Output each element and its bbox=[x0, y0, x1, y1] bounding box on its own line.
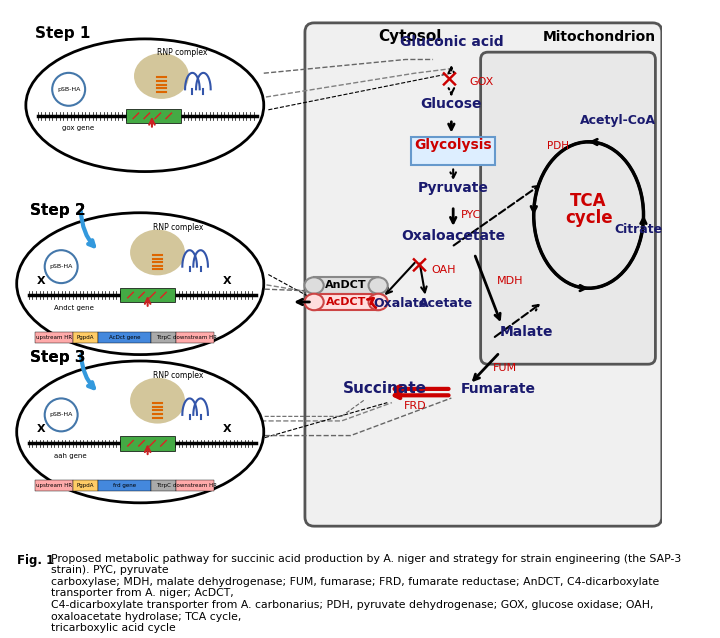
Ellipse shape bbox=[534, 142, 644, 288]
FancyBboxPatch shape bbox=[305, 23, 662, 526]
Text: AcDct gene: AcDct gene bbox=[109, 335, 140, 340]
Text: pSB-HA: pSB-HA bbox=[50, 264, 73, 269]
Bar bbox=[73, 480, 98, 491]
Text: gox gene: gox gene bbox=[61, 126, 94, 131]
Text: X: X bbox=[222, 424, 231, 434]
Ellipse shape bbox=[17, 212, 264, 355]
Text: Fumarate: Fumarate bbox=[461, 382, 536, 396]
Text: Oxalate: Oxalate bbox=[374, 297, 428, 309]
Circle shape bbox=[45, 398, 78, 431]
Ellipse shape bbox=[305, 278, 324, 293]
Text: Step 2: Step 2 bbox=[30, 203, 86, 218]
Circle shape bbox=[53, 73, 85, 106]
Text: AnDCT: AnDCT bbox=[325, 281, 367, 290]
Text: TCA: TCA bbox=[570, 192, 607, 211]
Ellipse shape bbox=[130, 378, 185, 424]
FancyBboxPatch shape bbox=[314, 293, 378, 310]
Text: GOX: GOX bbox=[469, 77, 494, 87]
Ellipse shape bbox=[134, 53, 189, 99]
Text: PDH: PDH bbox=[546, 141, 569, 151]
Text: Oxaloacetate: Oxaloacetate bbox=[401, 229, 505, 242]
Text: upstream HR: upstream HR bbox=[36, 484, 72, 488]
Text: Gluconic acid: Gluconic acid bbox=[400, 34, 503, 48]
Circle shape bbox=[45, 250, 78, 283]
Bar bbox=[150, 480, 176, 491]
Bar bbox=[73, 332, 98, 343]
Text: Mitochondrion: Mitochondrion bbox=[543, 30, 656, 44]
Text: pSB-HA: pSB-HA bbox=[57, 87, 81, 92]
Text: FUM: FUM bbox=[492, 362, 517, 373]
Text: upstream HR: upstream HR bbox=[36, 335, 72, 340]
Text: Fig. 1: Fig. 1 bbox=[17, 554, 54, 567]
Ellipse shape bbox=[130, 230, 185, 276]
Text: Acetate: Acetate bbox=[419, 297, 474, 309]
FancyBboxPatch shape bbox=[411, 137, 495, 165]
Text: pSB-HA: pSB-HA bbox=[50, 412, 73, 417]
Text: RNP complex: RNP complex bbox=[153, 371, 203, 380]
Text: ✕: ✕ bbox=[439, 68, 460, 93]
Text: ✕: ✕ bbox=[409, 255, 430, 279]
Bar bbox=[176, 480, 214, 491]
Text: Step 3: Step 3 bbox=[30, 350, 86, 366]
Ellipse shape bbox=[369, 278, 388, 293]
Text: PgpdA: PgpdA bbox=[77, 335, 94, 340]
Ellipse shape bbox=[17, 361, 264, 503]
Text: PYC: PYC bbox=[461, 210, 481, 219]
Bar bbox=[176, 332, 214, 343]
Text: Proposed metabolic pathway for succinic acid production by A. niger and strategy: Proposed metabolic pathway for succinic … bbox=[50, 554, 681, 633]
Text: Step 1: Step 1 bbox=[35, 26, 91, 41]
Text: RNP complex: RNP complex bbox=[153, 223, 203, 232]
Ellipse shape bbox=[26, 39, 264, 172]
Bar bbox=[120, 288, 176, 302]
Text: X: X bbox=[222, 276, 231, 286]
Bar bbox=[150, 332, 176, 343]
Text: X: X bbox=[37, 424, 45, 434]
Text: TtrpC: TtrpC bbox=[156, 335, 171, 340]
Text: downstream HR: downstream HR bbox=[173, 484, 217, 488]
Bar bbox=[35, 480, 73, 491]
Text: RNP complex: RNP complex bbox=[157, 48, 207, 57]
Text: MDH: MDH bbox=[497, 276, 523, 286]
Text: Step 3: Step 3 bbox=[30, 350, 86, 366]
Text: AcDCT: AcDCT bbox=[326, 297, 366, 307]
Text: FRD: FRD bbox=[403, 401, 426, 411]
Text: Acetyl-CoA: Acetyl-CoA bbox=[580, 114, 655, 126]
Text: Step 2: Step 2 bbox=[30, 203, 86, 218]
Bar bbox=[126, 108, 181, 123]
Text: OAH: OAH bbox=[431, 265, 456, 275]
Text: Glycolysis: Glycolysis bbox=[415, 138, 492, 152]
Text: Pyruvate: Pyruvate bbox=[418, 181, 489, 195]
Bar bbox=[98, 480, 150, 491]
Ellipse shape bbox=[369, 293, 388, 310]
Bar bbox=[120, 436, 176, 450]
Text: downstream HR: downstream HR bbox=[173, 335, 217, 340]
FancyBboxPatch shape bbox=[314, 278, 378, 293]
Text: PgpdA: PgpdA bbox=[77, 484, 94, 488]
Text: Malate: Malate bbox=[500, 325, 554, 339]
FancyBboxPatch shape bbox=[481, 52, 655, 364]
Bar bbox=[98, 332, 150, 343]
Text: Glucose: Glucose bbox=[420, 97, 482, 111]
Text: Andct gene: Andct gene bbox=[54, 305, 94, 311]
Text: Succinate: Succinate bbox=[343, 382, 428, 396]
Text: frd gene: frd gene bbox=[113, 484, 136, 488]
Text: Cytosol: Cytosol bbox=[378, 29, 441, 44]
Text: cycle: cycle bbox=[564, 209, 613, 226]
Text: TtrpC: TtrpC bbox=[156, 484, 171, 488]
Text: X: X bbox=[37, 276, 45, 286]
Ellipse shape bbox=[305, 293, 324, 310]
Bar bbox=[35, 332, 73, 343]
Text: Citrate: Citrate bbox=[614, 223, 662, 236]
Text: aah gene: aah gene bbox=[54, 453, 86, 459]
